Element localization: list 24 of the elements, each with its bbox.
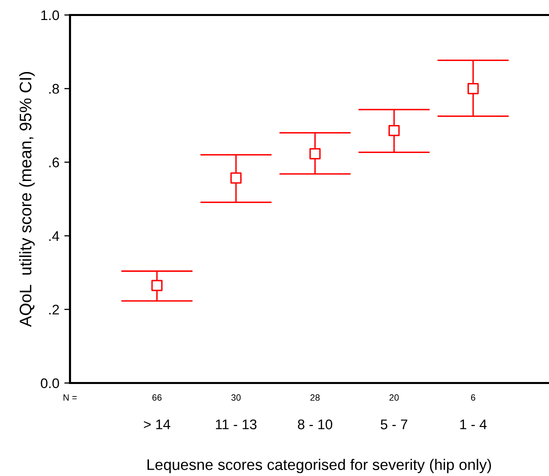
y-tick-label: 1.0: [41, 10, 60, 20]
y-tick-label: .6: [49, 158, 59, 168]
text: N =: [64, 394, 77, 401]
point: [230, 172, 242, 184]
text: 28: [310, 394, 320, 401]
y-tick-label: 0.0: [40, 378, 60, 388]
y-tick-label: .4: [49, 231, 60, 241]
x-tick-label: 5 - 7: [380, 420, 408, 430]
point: [309, 148, 321, 160]
point: [468, 82, 479, 94]
text: 66: [152, 394, 162, 401]
y-axis-title: AQoL utility score (mean, 95% CI): [19, 72, 35, 327]
y-tick-label: .8: [49, 84, 59, 94]
y-tick-label: .2: [49, 304, 59, 314]
text: 30: [231, 394, 241, 401]
text: 6: [471, 394, 476, 401]
point: [388, 124, 400, 136]
x-tick-label: 8 - 10: [298, 419, 332, 430]
text: 20: [390, 394, 399, 401]
x-tick-label: 11 - 13: [216, 419, 256, 430]
x-tick-label: 1 - 4: [460, 420, 487, 430]
x-tick-label: > 14: [144, 420, 170, 430]
x-axis-title: Lequesne scores categorised for severity (hip only): [148, 458, 491, 474]
point: [151, 280, 163, 292]
